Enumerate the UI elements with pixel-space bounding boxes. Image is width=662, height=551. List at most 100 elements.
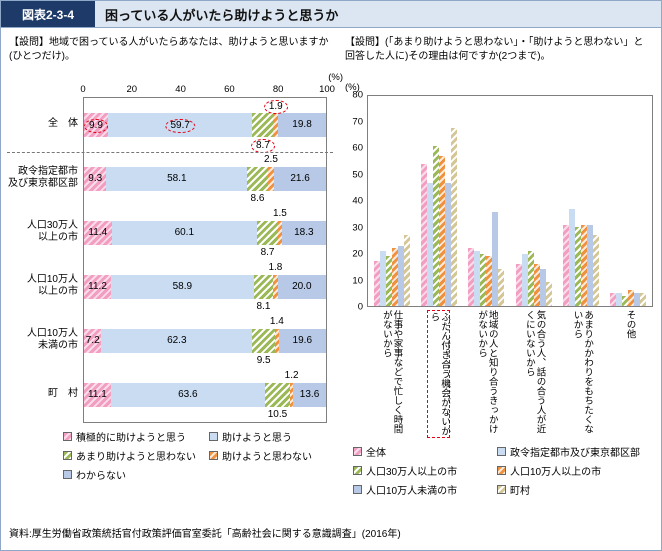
value-label: 9.5 (256, 355, 271, 366)
legend-label: 政令指定都市及び東京都区部 (510, 448, 640, 459)
axis-tick-label: 80 (352, 89, 363, 101)
axis-tick-label: 20 (126, 84, 138, 95)
bar-segment (84, 329, 102, 353)
legend-item: 全体 (353, 444, 489, 459)
legend-item: 人口10万人以上の市 (497, 463, 653, 478)
category-label: 気の合う人、話の合う人が近くにいないから (523, 310, 546, 434)
bar (622, 295, 629, 306)
stacked-bar (84, 329, 326, 353)
axis-tick-label: 60 (352, 142, 363, 154)
bar (640, 292, 647, 306)
stacked-bar (84, 167, 326, 191)
bar (533, 264, 540, 306)
bar-group (463, 96, 510, 306)
legend-label: 助けようと思う (222, 433, 292, 444)
bar-segment (264, 383, 291, 407)
value-label: 8.7 (251, 139, 275, 153)
bar-group (415, 96, 462, 306)
legend-item: わからない (63, 467, 201, 482)
bar (385, 256, 392, 306)
figure-header: 図表2-3-4 困っている人がいたら助けようと思うか (1, 1, 661, 28)
category-label: ふだん付き合う機会がないから (426, 310, 451, 438)
bar (403, 235, 410, 306)
h-body: 全 体政令指定都市 及び東京都区部 人口30万人 以上の市 人口10万人 以上の市人… (7, 97, 333, 423)
bar (373, 261, 380, 306)
bar-segment (111, 275, 254, 299)
value-label: 59.7 (165, 119, 195, 133)
category-label: その他 (624, 310, 636, 339)
bar (610, 292, 617, 306)
bar-segment (84, 383, 111, 407)
left-unit-label: (%) (328, 72, 343, 83)
left-question: 【設問】地域で困っている人がいたらあなたは、助けようと思いますか(ひとつだけ)。 (9, 37, 329, 62)
bar (527, 250, 534, 306)
stacked-bar-chart: (%) 0 20 40 60 80 100 全 体政令指定都市 及び東京都区部 人口30万人… (7, 72, 343, 423)
x-label-cell: その他 (605, 310, 653, 438)
right-legend: 全体 政令指定都市及び東京都区部 人口30万人以上の市 人口10万人以上の市 人口10万… (353, 444, 653, 497)
bar (521, 253, 528, 306)
value-label: 20.0 (292, 281, 312, 292)
legend-label: 助けようと思わない (222, 452, 312, 463)
x-label-cell: 気の合う人、話の合う人が近くにいないから (510, 310, 558, 438)
x-label-cell: 仕事や家事などで忙しく時間がないから (367, 310, 415, 438)
category-label: 政令指定都市 及び東京都区部 (8, 165, 78, 190)
legend-swatch (497, 466, 506, 475)
axis-tick-label: 10 (352, 275, 363, 286)
bar-segment (101, 329, 253, 353)
bar-segment (278, 113, 326, 137)
bar (515, 264, 522, 306)
category-label: あまりかかわりをもちたくないから (571, 310, 594, 434)
bar-segment (278, 329, 326, 353)
value-label: 1.2 (284, 370, 299, 381)
bar (634, 292, 641, 306)
v-plot (367, 95, 653, 307)
value-label: 11.2 (88, 281, 107, 292)
category-label: 人口30万人 以上の市 (26, 219, 78, 244)
legend-swatch (63, 451, 72, 460)
bar (474, 250, 481, 306)
value-label: 1.4 (269, 316, 284, 327)
value-label: 8.6 (250, 193, 265, 204)
axis-tick-label: 60 (224, 84, 235, 95)
legend-item: 町村 (497, 482, 653, 497)
bar-segment (84, 221, 112, 245)
axis-tick-label: 0 (357, 301, 363, 313)
bar (592, 235, 599, 306)
bar (450, 127, 457, 306)
value-label: 18.3 (294, 227, 314, 238)
left-legend: 積極的に助けようと思う 助けようと思う あまり助けようと思わない 助けようと思わないわ… (63, 429, 333, 482)
legend-label: 人口30万人以上の市 (366, 467, 458, 478)
bar-segment (252, 113, 274, 137)
bar-segment (278, 221, 282, 245)
bar (426, 182, 433, 306)
category-label: 仕事や家事などで忙しく時間がないから (380, 310, 403, 434)
bar (574, 227, 581, 306)
figure-number: 図表2-3-4 (1, 1, 95, 27)
bar (539, 269, 546, 306)
value-label: 19.6 (292, 335, 313, 346)
bar-segment (106, 167, 247, 191)
value-label: 21.6 (290, 173, 310, 184)
category-label: 全 体 (48, 117, 78, 129)
value-label: 58.1 (167, 173, 187, 184)
bar-segment (267, 167, 274, 191)
stacked-bar (84, 221, 326, 245)
bar-segment (273, 113, 279, 137)
bar (438, 156, 445, 306)
bar-segment (293, 383, 326, 407)
legend-swatch (63, 470, 72, 479)
bar (568, 208, 575, 306)
legend-swatch (353, 466, 362, 475)
bar (391, 248, 398, 306)
value-label: 19.8 (292, 119, 312, 130)
value-label: 1.5 (272, 208, 287, 219)
axis-tick-label: 20 (352, 248, 363, 260)
x-label-cell: 地域の人と知り合うきっかけがないから (462, 310, 510, 438)
axis-tick-label: 40 (352, 195, 363, 207)
value-label: 7.2 (85, 335, 100, 346)
bar (586, 224, 593, 306)
bar-group (605, 96, 652, 306)
bar-group (368, 96, 415, 306)
bar (468, 248, 475, 306)
